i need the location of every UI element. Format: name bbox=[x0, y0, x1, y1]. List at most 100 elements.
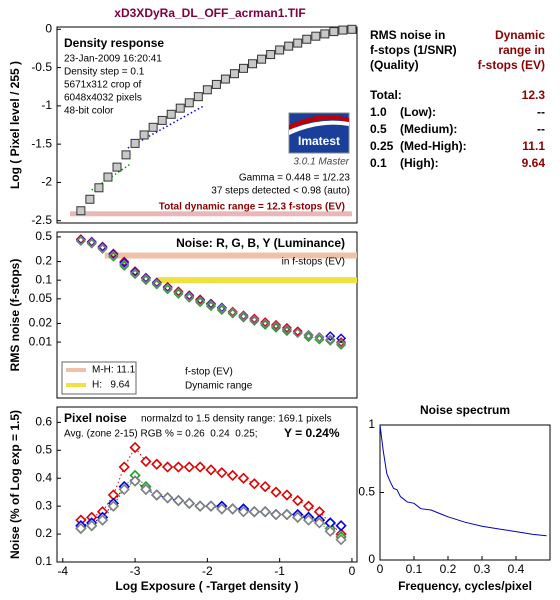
legend-box bbox=[61, 361, 137, 395]
point bbox=[248, 506, 260, 518]
point bbox=[166, 109, 176, 119]
point bbox=[303, 330, 314, 341]
x-tick-label: 0 bbox=[349, 564, 356, 578]
point bbox=[313, 517, 326, 529]
point bbox=[257, 54, 267, 64]
point bbox=[119, 256, 130, 267]
point bbox=[173, 287, 184, 298]
point bbox=[161, 492, 174, 504]
y-tick-label: 0 bbox=[45, 21, 52, 35]
y-tick-label: 0.05 bbox=[29, 291, 53, 305]
point bbox=[205, 464, 217, 476]
row-value: 11.1 bbox=[522, 139, 545, 153]
point bbox=[249, 315, 260, 326]
note: 23-Jan-2009 16:20:41 bbox=[64, 54, 162, 65]
y-axis-label: RMS noise (f-stops) bbox=[8, 259, 22, 372]
point bbox=[281, 322, 292, 333]
point bbox=[292, 328, 303, 339]
point bbox=[148, 122, 158, 132]
note: 37 steps detected < 0.98 (auto) bbox=[211, 186, 350, 197]
y-tick-label: 0 bbox=[368, 552, 375, 566]
point bbox=[86, 520, 98, 532]
point bbox=[336, 339, 347, 350]
y-tick-label: 0.02 bbox=[29, 316, 53, 330]
point bbox=[195, 296, 206, 307]
point bbox=[119, 259, 130, 270]
x-axis-label: Frequency, cycles/pixel bbox=[398, 579, 532, 593]
point bbox=[266, 50, 276, 60]
row-quality: (Med-High): bbox=[400, 139, 467, 153]
range-bar bbox=[104, 252, 357, 259]
row-level: 0.25 bbox=[370, 139, 394, 153]
note: Dynamic range bbox=[185, 381, 253, 392]
point bbox=[271, 322, 282, 333]
point bbox=[270, 508, 282, 521]
point bbox=[336, 337, 347, 348]
point bbox=[140, 273, 151, 284]
x-tick-label: -2 bbox=[202, 564, 213, 578]
x-tick-label: -1 bbox=[274, 564, 285, 578]
point bbox=[249, 313, 260, 324]
note: 6048x4032 pixels bbox=[64, 93, 142, 104]
point bbox=[195, 294, 206, 305]
point bbox=[162, 283, 173, 294]
point bbox=[325, 331, 336, 342]
point bbox=[248, 478, 260, 490]
point bbox=[249, 314, 260, 325]
fit-line bbox=[127, 105, 205, 149]
panel-title: Noise: R, G, B, Y (Luminance) bbox=[176, 236, 345, 250]
point bbox=[281, 324, 292, 335]
y-tick-label: 0.5 bbox=[35, 442, 52, 456]
point bbox=[329, 27, 339, 37]
point bbox=[85, 194, 95, 204]
point bbox=[140, 455, 152, 468]
point bbox=[259, 506, 271, 518]
highlight: Y = 0.24% bbox=[284, 426, 340, 440]
point bbox=[119, 257, 130, 268]
point bbox=[292, 511, 304, 523]
point bbox=[335, 534, 347, 546]
panel-title: Pixel noise bbox=[64, 411, 127, 425]
point bbox=[130, 268, 141, 279]
row-value: -- bbox=[537, 105, 545, 119]
y-tick-label: 0.6 bbox=[35, 415, 52, 429]
point bbox=[108, 248, 119, 259]
series-line bbox=[379, 424, 547, 537]
total-label: Total: bbox=[370, 88, 402, 102]
point bbox=[194, 461, 206, 473]
logo-version: 3.0.1 Master bbox=[293, 157, 349, 168]
point bbox=[202, 85, 212, 95]
y-tick-label: 0.1 bbox=[35, 554, 52, 568]
point bbox=[75, 522, 87, 535]
point bbox=[248, 59, 258, 69]
row-quality: (Medium): bbox=[400, 122, 457, 136]
point bbox=[112, 162, 122, 172]
point bbox=[75, 235, 86, 246]
point bbox=[237, 506, 250, 518]
point bbox=[157, 115, 167, 125]
row-level: 0.5 bbox=[370, 122, 387, 136]
note: Density step = 0.1 bbox=[64, 67, 145, 78]
point bbox=[183, 461, 195, 473]
y-tick-label: 0.5 bbox=[358, 485, 375, 499]
point bbox=[118, 461, 130, 473]
total-value: 12.3 bbox=[522, 88, 546, 102]
x-tick-label: 0.3 bbox=[474, 562, 491, 576]
point bbox=[293, 38, 303, 48]
point bbox=[227, 469, 239, 482]
point bbox=[260, 317, 271, 328]
y-tick-label: 0.1 bbox=[35, 272, 52, 286]
table-header: (Quality) bbox=[370, 58, 419, 72]
point bbox=[108, 250, 119, 261]
point bbox=[108, 249, 119, 260]
y-tick-label: 1 bbox=[368, 417, 375, 431]
point bbox=[129, 475, 141, 487]
y-axis-label: Log ( Pixel level / 255 ) bbox=[8, 61, 22, 189]
y-tick-label: -0.5 bbox=[31, 60, 52, 74]
point bbox=[130, 138, 140, 148]
point bbox=[205, 299, 216, 310]
point bbox=[175, 103, 185, 113]
note: Avg. (zone 2-15) RGB % = 0.26 0.24 0.25; bbox=[64, 429, 258, 440]
point bbox=[238, 310, 249, 321]
